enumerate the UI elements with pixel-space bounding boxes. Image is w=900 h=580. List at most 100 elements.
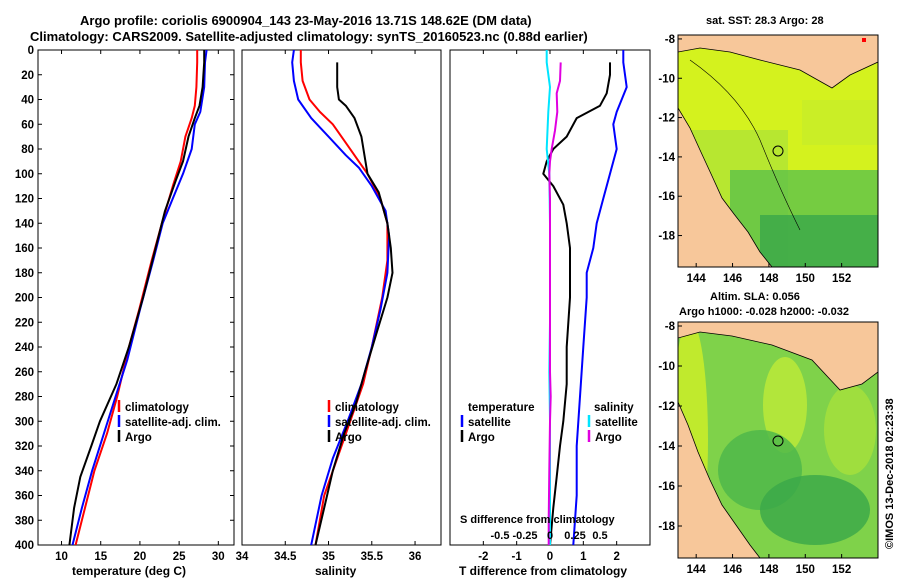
figure-title-line-1: Argo profile: coriolis 6900904_143 23-Ma… — [80, 13, 532, 28]
difference-panel: -2 -1 0 1 2 T difference from climatology S … — [449, 49, 651, 578]
sla-low-region-south — [760, 475, 870, 545]
x-tick-label: 25 — [173, 551, 186, 563]
s-diff-tick-label: 0.5 — [592, 530, 607, 542]
depth-tick-label: 380 — [15, 515, 34, 527]
x-tick-label: 35.5 — [361, 551, 384, 563]
series-line-s-argo — [547, 62, 562, 545]
legend-label-t-argo: Argo — [468, 432, 495, 444]
depth-tick-label: 200 — [15, 293, 34, 305]
map-y-tick-label: -12 — [658, 401, 675, 413]
legend-title-salinity: salinity — [594, 402, 634, 414]
temperature-x-axis: 10 15 20 25 30 — [55, 50, 225, 563]
depth-tick-label: 40 — [21, 95, 34, 107]
map-x-tick-label: 146 — [723, 273, 742, 285]
depth-tick-label: 320 — [15, 441, 34, 453]
s-diff-tick-label: 0.25 — [564, 530, 585, 542]
s-difference-ticks: -0.5 -0.25 0 0.25 0.5 — [491, 530, 608, 542]
depth-tick-label: 100 — [15, 169, 34, 181]
legend-label-argo: Argo — [125, 432, 152, 444]
s-diff-tick-label: -0.5 — [491, 530, 510, 542]
new-guinea-landmass — [678, 35, 878, 89]
salinity-series — [291, 50, 394, 545]
salinity-legend: climatology satellite-adj. clim. Argo — [327, 400, 431, 444]
sst-map-field — [678, 35, 878, 267]
x-tick-label: 20 — [134, 551, 147, 563]
map-y-tick-label: -18 — [658, 521, 675, 533]
sla-mid-patch-east — [824, 385, 876, 475]
depth-tick-label: 280 — [15, 392, 34, 404]
x-tick-label: 10 — [55, 551, 68, 563]
temperature-legend: climatology satellite-adj. clim. Argo — [117, 400, 221, 444]
sst-map-frame — [677, 34, 879, 268]
temperature-panel: 0204060801001201401601802002202402602803… — [15, 45, 650, 578]
sst-map-panel: sat. SST: 28.3 Argo: 28 144 146 148 150 152 -… — [658, 15, 879, 285]
map-y-tick-label: -10 — [658, 361, 675, 373]
depth-tick-label: 360 — [15, 491, 34, 503]
sst-argo-position-marker — [772, 145, 784, 157]
legend-label-climatology: climatology — [335, 402, 400, 414]
legend-label-s-satellite: satellite — [595, 417, 638, 429]
sla-map-axes: 144 146 148 150 152 -8 -10 -12 -14 -16 -18 — [658, 321, 851, 576]
x-tick-label: -2 — [478, 551, 488, 563]
depth-tick-label: 140 — [15, 218, 34, 230]
sla-map-subtitle: Argo h1000: -0.028 h2000: -0.032 — [679, 306, 849, 318]
sla-argo-position-marker — [772, 435, 784, 447]
map-y-tick-label: -18 — [658, 231, 675, 243]
depth-tick-label: 0 — [28, 45, 34, 57]
x-tick-label: 34.5 — [274, 551, 297, 563]
sla-high-patch-center — [763, 357, 807, 453]
depth-tick-label: 260 — [15, 367, 34, 379]
map-x-tick-label: 152 — [832, 564, 851, 576]
x-tick-label: -1 — [512, 551, 523, 563]
x-tick-label: 15 — [94, 551, 107, 563]
sst-map-axes: 144 146 148 150 152 -8 -10 -12 -14 -16 -18 — [658, 34, 851, 285]
australia-landmass — [678, 107, 773, 267]
depth-tick-label: 120 — [15, 194, 34, 206]
legend-label-climatology: climatology — [125, 402, 190, 414]
series-line-t-argo — [542, 62, 611, 545]
series-line-satellite-adj-clim- — [291, 50, 391, 545]
difference-series — [542, 50, 628, 545]
x-tick-label: 35 — [322, 551, 335, 563]
map-x-tick-label: 150 — [796, 273, 815, 285]
legend-label-satellite-adj: satellite-adj. clim. — [125, 417, 221, 429]
sst-coolest-region — [760, 215, 878, 267]
salinity-xlabel: salinity — [315, 564, 357, 578]
series-line-argo — [314, 62, 394, 545]
map-y-tick-label: -14 — [658, 152, 675, 164]
map-x-tick-label: 146 — [723, 564, 742, 576]
sla-map-title: Altim. SLA: 0.056 — [710, 291, 800, 303]
s-diff-tick-label: -0.25 — [512, 530, 537, 542]
temperature-series — [68, 50, 208, 545]
sla-map-frame — [677, 321, 879, 559]
x-tick-label: 0 — [547, 551, 553, 563]
t-difference-xlabel: T difference from climatology — [459, 564, 627, 578]
depth-tick-label: 160 — [15, 243, 34, 255]
map-y-tick-label: -16 — [658, 191, 675, 203]
map-y-tick-label: -14 — [658, 441, 675, 453]
map-x-tick-label: 148 — [759, 564, 779, 576]
sla-map-panel: Altim. SLA: 0.056 Argo h1000: -0.028 h20… — [658, 291, 879, 576]
depth-tick-label: 300 — [15, 416, 34, 428]
map-x-tick-label: 144 — [687, 564, 707, 576]
temperature-axes-frame — [37, 49, 235, 546]
salinity-panel: 34 34.5 35 35.5 36 salinity climatology sate… — [236, 49, 442, 578]
x-tick-label: 2 — [613, 551, 619, 563]
legend-title-temperature: temperature — [468, 402, 534, 414]
map-y-tick-label: -10 — [658, 73, 675, 85]
map-y-tick-label: -12 — [658, 113, 675, 125]
sst-map-title: sat. SST: 28.3 Argo: 28 — [706, 15, 824, 27]
legend-label-argo: Argo — [335, 432, 362, 444]
depth-tick-label: 400 — [15, 540, 34, 552]
australia-landmass — [678, 401, 761, 558]
map-x-tick-label: 144 — [687, 273, 707, 285]
s-diff-tick-label: 0 — [547, 530, 553, 542]
legend-label-satellite-adj: satellite-adj. clim. — [335, 417, 431, 429]
s-difference-axis-label: S difference from climatology — [460, 514, 616, 526]
sst-bathymetry-contour — [689, 59, 801, 231]
x-tick-label: 34 — [236, 551, 249, 563]
legend-label-t-satellite: satellite — [468, 417, 511, 429]
figure-title-line-2: Climatology: CARS2009. Satellite-adjuste… — [30, 29, 588, 44]
map-x-tick-label: 150 — [796, 564, 815, 576]
depth-tick-label: 180 — [15, 268, 34, 280]
